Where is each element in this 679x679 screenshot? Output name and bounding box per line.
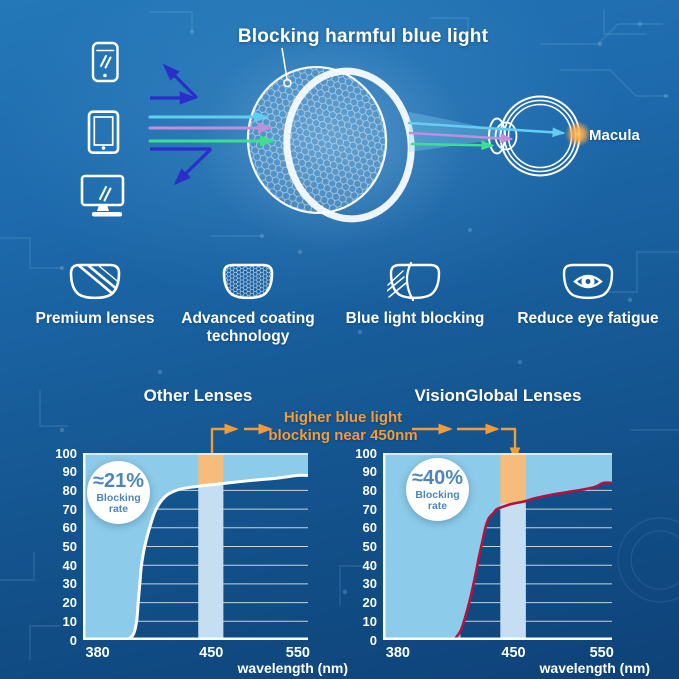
hero-title: Blocking harmful blue light [237, 26, 489, 47]
y-axis-tick-label: 60 [362, 520, 377, 536]
feature-label: Advanced coating technology [181, 310, 315, 345]
y-axis-tick-label: 10 [362, 613, 377, 629]
transmitted-light-rays [407, 121, 566, 151]
band-450nm-blocked [500, 453, 526, 504]
y-axis-tick-label: 100 [355, 445, 377, 461]
blocking-curve [453, 481, 612, 640]
incoming-light-rays [148, 111, 275, 147]
x-axis-tick-label: 450 [199, 645, 224, 661]
visionglobal-lenses-chart: ≈40% Blocking rate wavelength (nm) 0 10 20… [355, 446, 650, 677]
y-axis-tick-label: 40 [362, 557, 377, 573]
y-axis-tick-label: 70 [362, 501, 377, 517]
monitor-icon [80, 174, 125, 217]
y-axis-tick-label: 80 [362, 482, 377, 498]
blocking-rate-badge: ≈40% Blocking rate [406, 458, 469, 521]
macula-label: Macula [589, 127, 640, 144]
x-axis-tick-label: 380 [85, 645, 110, 661]
feature-label: Reduce eye fatigue [517, 310, 659, 327]
filtered-light-beam [409, 112, 504, 152]
blocking-rate-label: Blocking rate [415, 488, 460, 512]
title-leader-line [281, 47, 292, 88]
y-axis-tick-label: 0 [69, 632, 77, 648]
feature-label: Blue light blocking [345, 310, 485, 327]
y-axis-tick-label: 90 [362, 464, 377, 480]
y-axis-tick-label: 10 [62, 613, 77, 629]
feature-label: Premium lenses [35, 310, 155, 327]
y-axis-tick-label: 50 [62, 539, 77, 554]
band-450nm-transmitted [198, 484, 224, 640]
other-lenses-chart: ≈21% Blocking rate wavelength (nm) 0 10 20… [55, 446, 348, 677]
blocking-curve [125, 473, 308, 640]
y-axis-tick-label: 30 [62, 576, 77, 592]
feature-advanced-coating: Advanced coating technology [168, 261, 328, 346]
y-axis-tick-label: 80 [62, 482, 77, 498]
coating-lens-icon [222, 263, 274, 300]
y-axis-tick-label: 20 [362, 595, 377, 611]
y-axis-tick-label: 30 [362, 576, 377, 592]
tablet-icon [87, 110, 120, 154]
x-axis-label: wavelength (nm) [237, 660, 348, 676]
y-axis-tick-label: 20 [62, 595, 77, 611]
y-axis-tick-label: 0 [369, 632, 377, 648]
premium-lens-icon [69, 263, 121, 300]
y-axis-tick-label: 50 [362, 539, 377, 554]
annotation-line-1: Higher blue light [283, 409, 403, 426]
y-axis-tick-label: 40 [62, 557, 77, 573]
y-axis-tick-label: 70 [62, 501, 77, 517]
y-axis-tick-label: 100 [55, 445, 77, 461]
feature-reduce-eye-fatigue: Reduce eye fatigue [508, 261, 668, 328]
feature-blue-light-blocking: Blue light blocking [335, 261, 495, 328]
blocking-rate-value: ≈21% [92, 469, 144, 492]
smartphone-icon [91, 41, 119, 83]
feature-premium-lenses: Premium lenses [15, 261, 175, 328]
chart-title-other-lenses: Other Lenses [143, 386, 253, 405]
band-450nm-transmitted [500, 503, 526, 640]
x-axis-tick-label: 550 [285, 645, 310, 661]
reflected-light-arrows [150, 63, 213, 186]
blue-light-block-lens-icon [387, 261, 441, 302]
x-axis-tick-label: 450 [501, 645, 526, 661]
y-axis-tick-label: 60 [62, 520, 77, 536]
blocking-rate-label: Blocking rate [96, 491, 141, 515]
macula-glow [565, 121, 591, 147]
chart-title-visionglobal-lenses: VisionGlobal Lenses [414, 386, 582, 405]
x-axis-tick-label: 550 [589, 645, 614, 661]
blocking-rate-badge: ≈21% Blocking rate [87, 461, 150, 524]
coated-lens [246, 65, 388, 215]
eye-comfort-lens-icon [562, 263, 614, 300]
y-axis-tick-label: 90 [62, 464, 77, 480]
x-axis-tick-label: 380 [385, 645, 410, 661]
blocking-annotation: Higher blue light blocking near 450nm [258, 409, 428, 444]
x-axis-label: wavelength (nm) [539, 660, 650, 676]
annotation-line-2: blocking near 450nm [268, 426, 418, 444]
hero-illustration [80, 34, 591, 250]
band-450nm-blocked [198, 453, 224, 485]
blocking-rate-value: ≈40% [411, 466, 463, 489]
